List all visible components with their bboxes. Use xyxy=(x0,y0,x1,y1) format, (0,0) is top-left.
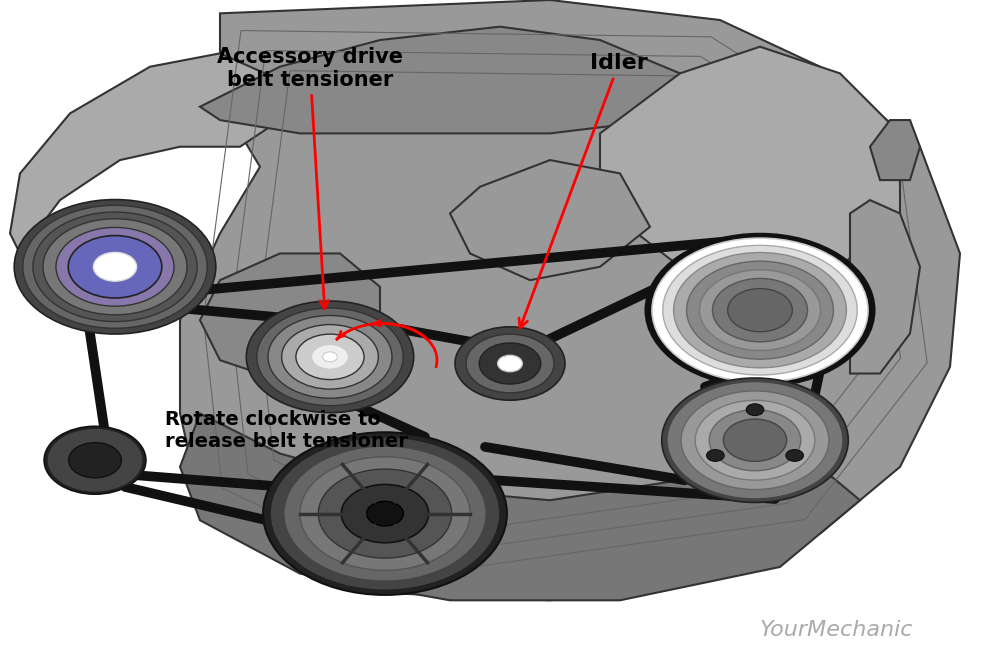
Circle shape xyxy=(270,437,500,590)
Circle shape xyxy=(311,344,349,370)
Polygon shape xyxy=(200,27,680,133)
Circle shape xyxy=(47,428,143,492)
Circle shape xyxy=(674,253,846,368)
Circle shape xyxy=(23,205,207,328)
Circle shape xyxy=(466,334,554,393)
Circle shape xyxy=(44,426,146,494)
Circle shape xyxy=(43,219,187,315)
Circle shape xyxy=(667,382,843,499)
Circle shape xyxy=(284,446,486,581)
Circle shape xyxy=(56,227,174,306)
Circle shape xyxy=(498,356,522,372)
Circle shape xyxy=(700,270,820,350)
Circle shape xyxy=(14,199,216,334)
Circle shape xyxy=(296,334,364,380)
Circle shape xyxy=(712,278,808,342)
Circle shape xyxy=(695,400,815,480)
Circle shape xyxy=(257,308,403,406)
Circle shape xyxy=(300,457,470,570)
Polygon shape xyxy=(850,200,920,374)
Circle shape xyxy=(786,450,803,462)
Circle shape xyxy=(681,391,829,490)
Polygon shape xyxy=(450,160,650,280)
Circle shape xyxy=(662,378,848,502)
Circle shape xyxy=(282,325,378,389)
Polygon shape xyxy=(180,414,860,600)
Circle shape xyxy=(341,484,429,543)
Circle shape xyxy=(723,419,787,462)
Circle shape xyxy=(707,450,724,462)
Polygon shape xyxy=(180,0,960,600)
Circle shape xyxy=(746,404,764,416)
Polygon shape xyxy=(600,47,900,287)
Circle shape xyxy=(323,352,337,362)
Circle shape xyxy=(68,235,162,298)
Text: YourMechanic: YourMechanic xyxy=(760,620,914,640)
Circle shape xyxy=(479,343,541,384)
Text: Idler: Idler xyxy=(519,53,648,328)
Circle shape xyxy=(709,410,801,471)
Polygon shape xyxy=(870,120,920,180)
Circle shape xyxy=(318,469,452,558)
Circle shape xyxy=(663,245,857,375)
Circle shape xyxy=(93,252,137,281)
Text: Rotate clockwise to
release belt tensioner: Rotate clockwise to release belt tension… xyxy=(165,410,408,451)
Circle shape xyxy=(646,234,874,386)
Circle shape xyxy=(246,301,414,413)
Text: Accessory drive
belt tensioner: Accessory drive belt tensioner xyxy=(217,47,403,309)
Circle shape xyxy=(33,212,197,321)
Circle shape xyxy=(652,238,868,382)
Polygon shape xyxy=(10,53,280,253)
Circle shape xyxy=(728,289,792,331)
Polygon shape xyxy=(200,253,380,380)
Circle shape xyxy=(263,432,507,595)
Circle shape xyxy=(687,261,833,359)
Circle shape xyxy=(268,315,392,398)
Circle shape xyxy=(69,443,121,478)
Circle shape xyxy=(367,502,403,526)
Circle shape xyxy=(455,327,565,400)
